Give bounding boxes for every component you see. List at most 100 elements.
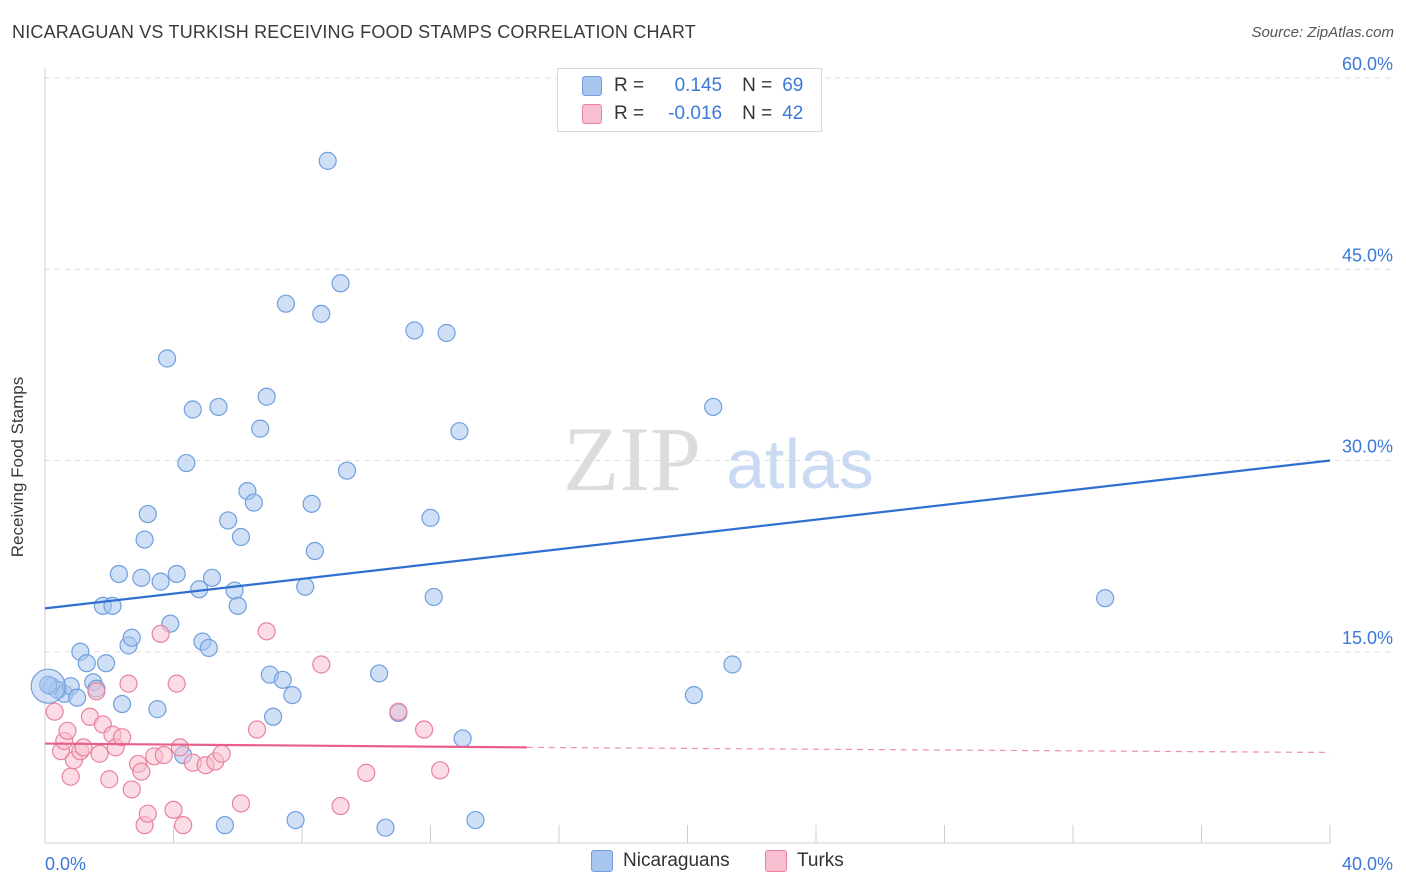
turkish-point <box>87 682 106 701</box>
nicaraguan-point <box>183 400 202 419</box>
nicaraguan-point <box>148 700 167 719</box>
nicaraguan-point <box>276 294 296 313</box>
legend-row-turks: R = -0.016 N = 42 <box>558 100 803 128</box>
legend-r-value: 0.145 <box>674 75 723 96</box>
nicaraguan-point <box>302 494 321 513</box>
nicaraguan-point <box>151 572 170 591</box>
turkish-point <box>138 804 157 823</box>
nicaraguan-point <box>225 581 244 600</box>
y-tick-label: 60.0% <box>1342 54 1393 74</box>
nicaraguan-point <box>138 504 157 524</box>
grid-lines <box>45 77 1395 653</box>
nicaraguan-point <box>331 274 350 293</box>
nicaraguan-point <box>312 304 331 323</box>
nicaraguan-point-large <box>30 668 66 704</box>
nicaraguan-point <box>286 810 305 830</box>
legend-n-value: 69 <box>782 75 804 96</box>
nicaraguan-point <box>251 419 270 438</box>
turkish-point <box>167 674 186 693</box>
trend-line-turks-extension <box>526 746 1331 754</box>
nicaraguan-point <box>273 670 292 689</box>
nicaraguan-point <box>318 151 337 170</box>
series-legend-nicaraguans: Nicaraguans <box>591 850 730 872</box>
turkish-point <box>45 702 64 721</box>
legend-r-label: R = <box>614 103 645 124</box>
nicaraguan-point <box>132 568 151 587</box>
nicaraguan-point <box>370 664 389 683</box>
nicaraguan-point <box>450 422 469 441</box>
legend-swatch-nicaraguans <box>582 76 602 96</box>
watermark-zip: ZIP <box>563 408 701 510</box>
turkish-point <box>61 767 80 786</box>
turkish-point <box>154 745 173 765</box>
turkish-point <box>170 738 190 757</box>
nicaraguan-point <box>167 564 186 584</box>
series-legend-swatch-turks <box>765 850 787 872</box>
series-legend-label: Nicaraguans <box>623 850 730 871</box>
turkish-point <box>247 720 267 739</box>
y-tick-label: 15.0% <box>1342 628 1393 648</box>
turkish-point <box>112 728 132 747</box>
nicaraguan-point <box>122 628 141 647</box>
nicaraguan-point <box>135 530 154 549</box>
turkish-point <box>164 800 183 819</box>
nicaraguan-point <box>453 729 472 748</box>
nicaraguan-point <box>96 654 116 673</box>
legend-n-label: N = <box>742 75 773 96</box>
trend-line-turks <box>44 742 527 749</box>
turkish-point <box>331 796 350 816</box>
nicaraguan-point <box>157 349 177 368</box>
nicaraguan-point <box>244 493 263 512</box>
legend-r-value: -0.016 <box>668 103 723 124</box>
legend-n-value: 42 <box>782 103 804 124</box>
nicaraguan-point <box>257 387 276 406</box>
legend-r-label: R = <box>614 75 645 96</box>
nicaraguan-point <box>199 638 218 658</box>
series-legend-turks: Turks <box>765 850 844 872</box>
series-legend-swatch-nicaraguans <box>591 850 613 872</box>
turkish-point <box>257 622 276 641</box>
nicaraguan-point <box>177 453 196 473</box>
nicaraguan-point <box>337 461 357 480</box>
turkish-point <box>212 744 231 763</box>
turkish-point <box>312 655 331 674</box>
nicaraguan-point <box>202 568 222 587</box>
x-tick-label: 0.0% <box>45 854 86 874</box>
nicaraguan-point <box>77 654 96 673</box>
turkish-point <box>414 720 434 739</box>
turkish-point <box>357 763 376 782</box>
turkish-point <box>58 721 77 740</box>
y-tick-label: 30.0% <box>1342 437 1393 457</box>
turkish-point <box>74 738 93 757</box>
legend-row-nicaraguans: R = 0.145 N = 69 <box>558 72 803 100</box>
turkish-point <box>231 794 251 813</box>
nicaraguan-point <box>684 685 704 705</box>
watermark-atlas: atlas <box>726 425 874 503</box>
turkish-point <box>100 770 119 789</box>
nicaraguan-point <box>376 818 395 837</box>
turkish-point <box>174 816 193 835</box>
nicaraguan-point <box>296 577 315 596</box>
nicaraguan-point <box>68 688 87 707</box>
nicaraguan-point <box>305 541 324 561</box>
source-credit: Source: ZipAtlas.com <box>1251 24 1394 41</box>
nicaraguan-point <box>1096 589 1115 608</box>
nicaraguan-point <box>704 397 723 417</box>
turkish-point <box>151 624 170 644</box>
nicaraguan-point <box>209 397 228 417</box>
nicaraguan-point <box>424 587 443 607</box>
nicaraguan-point <box>219 511 238 530</box>
trend-lines <box>44 459 1331 754</box>
series-legend-label: Turks <box>797 850 844 871</box>
correlation-legend: R = 0.145 N = 69 R = -0.016 N = 42 <box>557 68 822 132</box>
nicaraguan-point <box>215 816 234 835</box>
turkish-point <box>431 761 450 780</box>
series-legend: Nicaraguans Turks <box>0 850 1406 878</box>
nicaraguan-point <box>112 694 132 714</box>
axes <box>44 68 1331 844</box>
legend-n-label: N = <box>742 103 773 124</box>
nicaraguan-point <box>228 596 247 615</box>
nicaraguan-point <box>405 321 424 340</box>
nicaraguan-point <box>466 810 485 830</box>
y-tick-label: 45.0% <box>1342 245 1393 265</box>
